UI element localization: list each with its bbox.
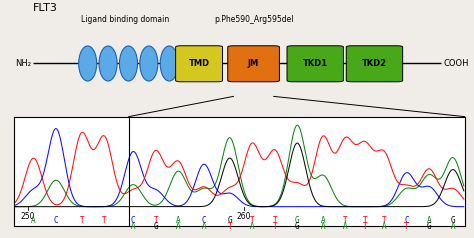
Text: T: T [404,222,409,231]
Text: TMD: TMD [189,59,210,68]
Text: T: T [80,215,84,224]
Text: JM: JM [248,59,259,68]
Ellipse shape [140,46,158,81]
Text: TKD1: TKD1 [302,59,328,68]
Text: G: G [427,222,431,231]
Text: A: A [250,222,255,231]
Text: C: C [131,215,136,224]
Text: A: A [343,222,348,231]
Text: 260: 260 [237,212,251,221]
Text: NH₂: NH₂ [15,59,31,68]
Text: A: A [451,222,455,231]
Text: A: A [176,222,181,231]
Text: T: T [273,222,277,231]
Text: T: T [343,215,348,224]
Text: T: T [250,215,255,224]
Text: FLT3: FLT3 [33,3,58,13]
FancyBboxPatch shape [228,46,279,82]
FancyBboxPatch shape [346,46,402,82]
Text: T: T [363,215,367,224]
Text: A: A [201,222,206,231]
FancyBboxPatch shape [175,46,223,82]
Text: C: C [201,215,206,224]
Text: A: A [321,222,325,231]
Text: T: T [273,215,277,224]
Ellipse shape [160,46,178,81]
Text: A: A [321,215,325,224]
Text: TKD2: TKD2 [362,59,387,68]
Text: T: T [382,215,386,224]
Text: T: T [154,215,158,224]
Text: A: A [382,222,386,231]
Text: Ligand binding domain: Ligand binding domain [82,15,170,24]
Text: T: T [228,222,232,231]
Text: A: A [176,215,181,224]
Text: 250: 250 [20,212,35,221]
Text: G: G [295,215,300,224]
Text: A: A [31,215,36,224]
Text: A: A [131,222,136,231]
Text: G: G [295,222,300,231]
Text: A: A [427,215,431,224]
Ellipse shape [119,46,137,81]
Text: p.Phe590_Arg595del: p.Phe590_Arg595del [214,15,293,24]
Text: COOH: COOH [443,59,469,68]
FancyBboxPatch shape [287,46,343,82]
Text: T: T [363,222,367,231]
Text: C: C [54,215,58,224]
Text: G: G [154,222,158,231]
Text: C: C [404,215,409,224]
Text: T: T [102,215,107,224]
Text: G: G [228,215,232,224]
Ellipse shape [99,46,117,81]
Ellipse shape [79,46,97,81]
Text: G: G [451,215,455,224]
